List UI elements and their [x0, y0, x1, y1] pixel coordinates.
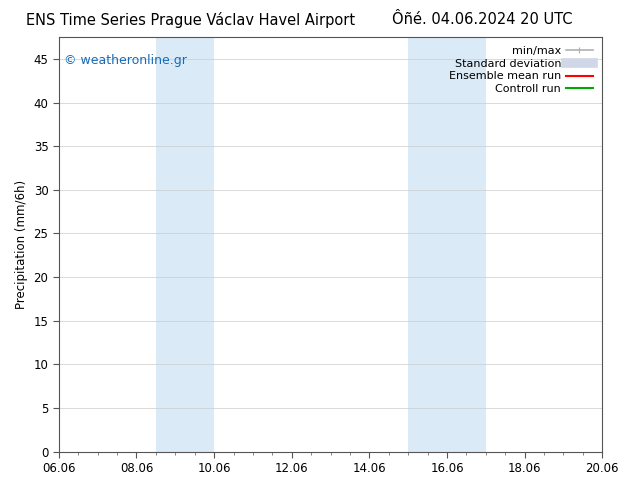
Bar: [156, 37, 214, 452]
Text: Ôñé. 04.06.2024 20 UTC: Ôñé. 04.06.2024 20 UTC: [392, 12, 572, 27]
Text: ENS Time Series Prague Václav Havel Airport: ENS Time Series Prague Václav Havel Airp…: [25, 12, 355, 28]
Legend: min/max, Standard deviation, Ensemble mean run, Controll run: min/max, Standard deviation, Ensemble me…: [446, 43, 597, 98]
Bar: [408, 37, 486, 452]
Text: © weatheronline.gr: © weatheronline.gr: [64, 53, 187, 67]
Y-axis label: Precipitation (mm/6h): Precipitation (mm/6h): [15, 180, 28, 309]
